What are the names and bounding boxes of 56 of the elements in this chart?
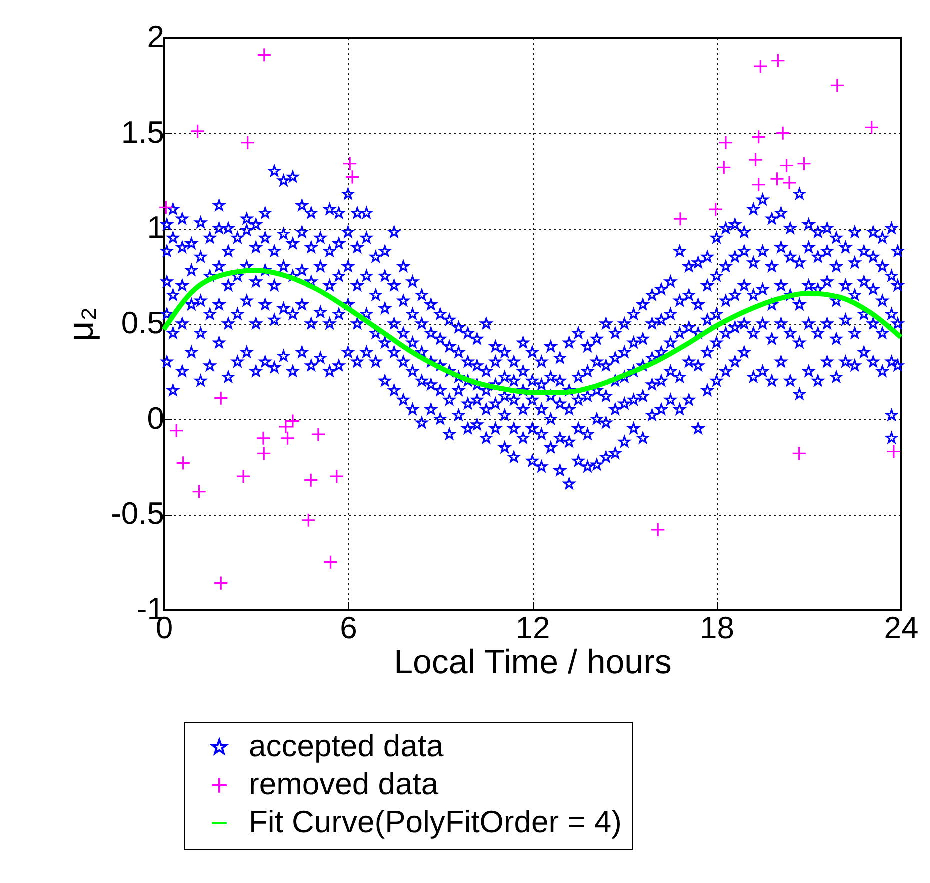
x-tick-label: 6 — [340, 610, 358, 646]
x-tick-label: 24 — [884, 610, 919, 646]
legend-label: removed data — [249, 766, 440, 802]
point — [886, 444, 902, 460]
point — [752, 177, 766, 192]
point — [796, 156, 812, 172]
y-axis-title: μ₂ — [60, 307, 102, 342]
legend-label: Fit Curve(PolyFitOrder = 4) — [249, 804, 622, 840]
point — [190, 124, 206, 139]
point — [176, 456, 191, 471]
point — [770, 172, 785, 186]
point — [770, 54, 786, 68]
point — [708, 202, 724, 217]
x-axis-title: Local Time / hours — [394, 644, 672, 682]
y-tick-label: 0.5 — [121, 306, 164, 340]
point — [236, 469, 251, 484]
point — [158, 200, 174, 216]
point — [673, 212, 688, 226]
point — [753, 59, 768, 74]
point — [278, 420, 294, 434]
point — [776, 126, 790, 141]
y-tick-label: 1.5 — [121, 114, 164, 150]
point — [779, 158, 794, 174]
x-tick-label: 18 — [700, 610, 734, 646]
point — [345, 170, 360, 185]
point — [792, 446, 807, 461]
y-tick-label: 2 — [147, 20, 164, 54]
point — [169, 423, 184, 438]
y-tick-label: -0.5 — [111, 496, 164, 532]
point — [782, 176, 797, 190]
legend-label: accepted data — [249, 728, 445, 764]
point — [716, 160, 732, 175]
point — [323, 555, 338, 570]
x-tick-label: 12 — [516, 610, 550, 646]
point — [752, 130, 766, 144]
point — [718, 136, 734, 150]
point — [864, 120, 880, 135]
point — [286, 414, 300, 429]
y-tick-label: 1 — [147, 210, 164, 246]
point — [256, 446, 272, 461]
point — [256, 431, 271, 446]
point — [214, 391, 228, 406]
point — [304, 473, 318, 488]
point — [301, 513, 316, 528]
point — [240, 136, 256, 150]
point — [214, 576, 228, 591]
point — [280, 431, 296, 446]
point — [748, 152, 764, 168]
point — [257, 48, 272, 62]
y-tick-label: 0 — [147, 400, 164, 436]
point — [342, 156, 358, 172]
point — [330, 469, 344, 484]
point — [311, 427, 326, 442]
point — [830, 78, 845, 93]
point — [650, 522, 666, 538]
point — [192, 484, 207, 500]
